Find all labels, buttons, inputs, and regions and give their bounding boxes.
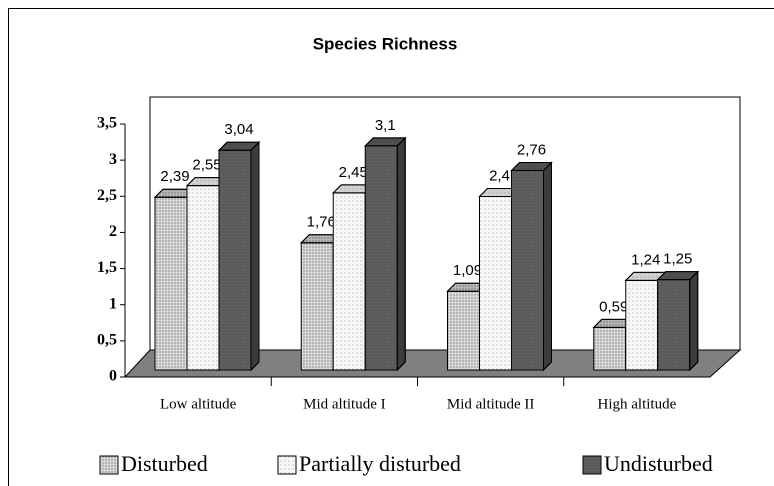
bar-shade — [250, 141, 260, 372]
y-tick-label: 0 — [109, 368, 117, 385]
bar-front — [300, 242, 334, 371]
legend-swatch — [99, 455, 119, 475]
bar-front — [657, 279, 691, 371]
y-tick-label: 2,5 — [97, 187, 117, 204]
y-tick-label: 0,5 — [97, 332, 117, 349]
bar-shade — [217, 141, 261, 151]
legend-swatch — [582, 455, 602, 475]
bar-front — [186, 185, 220, 371]
x-tick-label: Low altitude — [160, 396, 237, 412]
bar-front — [479, 196, 512, 371]
bar-shade — [543, 161, 552, 372]
value-label: 2,76 — [517, 141, 546, 158]
bar — [364, 136, 407, 372]
value-label: 3,04 — [224, 121, 253, 138]
bar-front — [511, 169, 544, 371]
bar — [510, 161, 553, 372]
value-label: 2,4 — [489, 167, 510, 184]
legend-label: Undisturbed — [604, 451, 713, 476]
y-tick-label: 3,5 — [97, 115, 117, 132]
legend-swatch — [277, 455, 297, 475]
x-tick-label: High altitude — [598, 396, 677, 412]
value-label: 1,09 — [453, 262, 482, 279]
bar-shade — [396, 136, 406, 372]
bar-front — [364, 145, 398, 371]
bar-front — [447, 290, 480, 371]
bar-shade — [656, 271, 699, 281]
value-label: 0,59 — [599, 298, 628, 315]
chart-title: Species Richness — [313, 34, 458, 53]
bar-front — [332, 192, 366, 371]
y-tick-label: 3 — [109, 151, 117, 168]
value-label: 1,25 — [663, 251, 692, 268]
y-tick-label: 2 — [109, 223, 117, 240]
value-label: 3,1 — [375, 117, 396, 134]
legend-label: Partially disturbed — [299, 451, 461, 476]
bar-shade — [689, 270, 699, 372]
bar-shade — [510, 161, 553, 171]
y-tick-label: 1,5 — [97, 259, 117, 276]
value-label: 2,39 — [160, 168, 189, 185]
bar — [656, 270, 699, 372]
bar-shade — [364, 137, 407, 147]
bar-front — [625, 279, 659, 371]
bar-front — [154, 196, 188, 371]
x-tick-label: Mid altitude II — [447, 396, 534, 412]
value-label: 2,55 — [192, 157, 221, 174]
value-label: 2,45 — [339, 164, 368, 181]
value-label: 1,76 — [307, 214, 336, 231]
bar-front — [218, 149, 252, 371]
bar — [217, 141, 261, 372]
legend-label: Disturbed — [121, 451, 208, 476]
value-label: 1,24 — [631, 251, 660, 268]
x-tick-label: Mid altitude I — [303, 396, 386, 412]
y-tick-label: 1 — [109, 295, 117, 312]
bar-front — [593, 326, 627, 371]
